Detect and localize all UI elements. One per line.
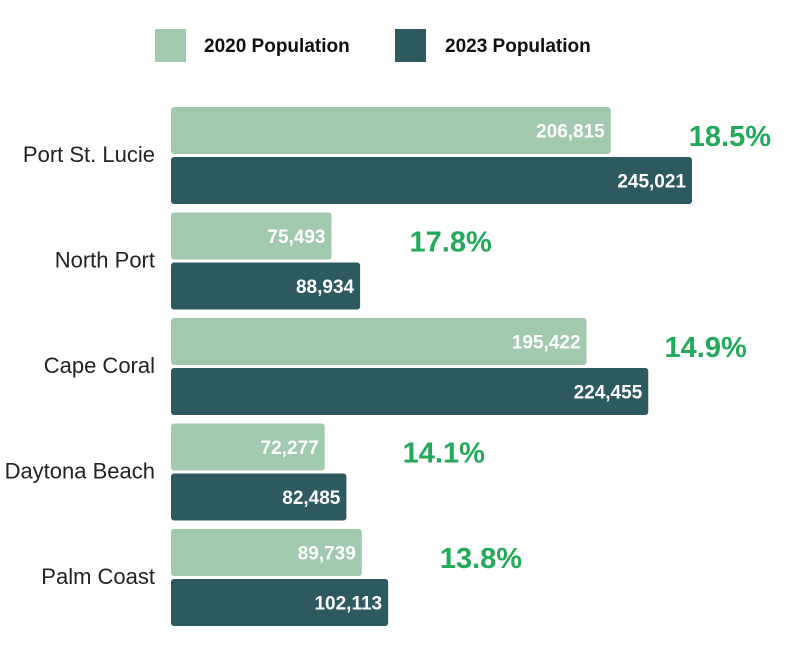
- growth-label-cape-coral: 14.9%: [665, 332, 747, 364]
- value-label-cape-coral-2023-population: 224,455: [574, 383, 643, 404]
- growth-label-port-st-lucie: 18.5%: [689, 121, 771, 153]
- bar-north-port-2020-population: [171, 212, 332, 260]
- bar-cape-coral-2023-population: [171, 368, 649, 415]
- bar-port-st-lucie-2020-population: [171, 107, 611, 154]
- bar-palm-coast-2023-population: [171, 579, 389, 626]
- category-label-daytona-beach: Daytona Beach: [5, 459, 155, 484]
- bar-port-st-lucie-2023-population: [171, 157, 692, 204]
- category-label-cape-coral: Cape Coral: [44, 353, 155, 378]
- value-label-daytona-beach-2023-population: 82,485: [282, 488, 341, 509]
- legend-swatch-2020: [155, 29, 186, 62]
- growth-label-north-port: 17.8%: [410, 227, 492, 259]
- growth-label-palm-coast: 13.8%: [440, 543, 522, 575]
- value-label-cape-coral-2020-population: 195,422: [512, 333, 581, 354]
- bar-cape-coral-2020-population: [171, 318, 587, 365]
- bar-north-port-2023-population: [171, 262, 361, 310]
- value-label-palm-coast-2020-population: 89,739: [298, 544, 356, 565]
- bar-daytona-beach-2023-population: [171, 473, 347, 521]
- legend-swatch-2023: [395, 29, 426, 62]
- bar-daytona-beach-2020-population: [171, 423, 325, 471]
- value-label-north-port-2020-population: 75,493: [267, 227, 325, 248]
- category-label-north-port: North Port: [55, 248, 155, 273]
- legend-label-2020: 2020 Population: [204, 36, 350, 57]
- value-label-daytona-beach-2020-population: 72,277: [261, 438, 319, 459]
- legend-label-2023: 2023 Population: [445, 36, 591, 57]
- value-label-port-st-lucie-2023-population: 245,021: [617, 172, 686, 193]
- bar-palm-coast-2020-population: [171, 529, 362, 576]
- category-label-palm-coast: Palm Coast: [41, 564, 155, 589]
- value-label-port-st-lucie-2020-population: 206,815: [536, 122, 605, 143]
- growth-label-daytona-beach: 14.1%: [403, 438, 485, 470]
- value-label-palm-coast-2023-population: 102,113: [314, 594, 382, 615]
- value-label-north-port-2023-population: 88,934: [296, 277, 355, 298]
- category-label-port-st-lucie: Port St. Lucie: [23, 142, 155, 167]
- legend: 2020 Population 2023 Population: [155, 29, 591, 62]
